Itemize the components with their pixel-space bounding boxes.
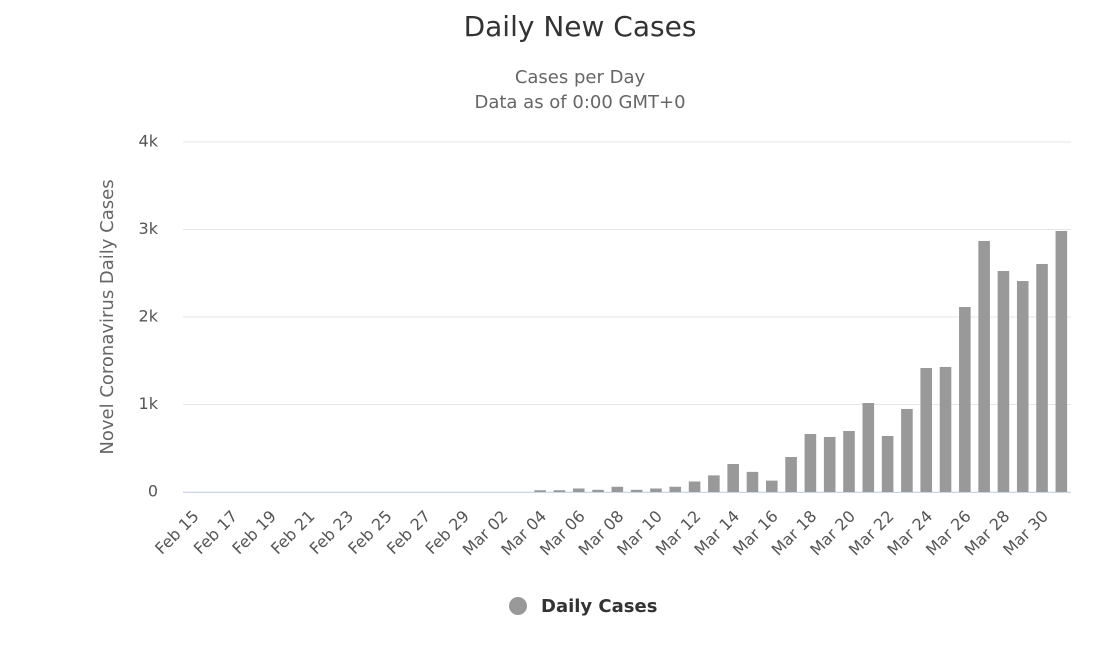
bar (785, 457, 797, 492)
bar (746, 471, 759, 492)
bar (862, 403, 875, 492)
bar (611, 486, 624, 492)
bar (881, 436, 894, 492)
bar (650, 488, 662, 492)
bar (553, 490, 566, 492)
bar (592, 489, 604, 492)
bar (939, 366, 952, 492)
chart-title: Daily New Cases (464, 10, 697, 43)
bar (823, 436, 836, 492)
bar (534, 490, 546, 492)
bar (959, 307, 971, 492)
y-tick-label: 2k (139, 307, 159, 326)
bar (765, 480, 778, 492)
bar (843, 431, 855, 492)
bar (920, 368, 933, 492)
y-tick-label: 3k (139, 219, 159, 238)
bar (1055, 230, 1068, 493)
bar (669, 486, 682, 492)
chart-subtitle: Cases per Day (515, 67, 646, 88)
bar (572, 488, 585, 492)
bar (688, 481, 701, 492)
y-tick-label: 0 (148, 482, 158, 501)
bar (804, 433, 817, 492)
bar (901, 408, 913, 492)
legend-label: Daily Cases (541, 596, 657, 617)
chart-subtitle: Data as of 0:00 GMT+0 (474, 92, 685, 113)
bar (997, 270, 1010, 492)
y-tick-label: 1k (139, 394, 159, 413)
bar (978, 240, 990, 492)
bar (708, 475, 720, 492)
bar (1016, 281, 1029, 492)
y-tick-label: 4k (139, 132, 159, 151)
legend-symbol (509, 597, 527, 615)
y-axis-label: Novel Coronavirus Daily Cases (97, 179, 118, 454)
bar (630, 489, 643, 492)
bar (1036, 263, 1048, 492)
bar (727, 464, 739, 492)
